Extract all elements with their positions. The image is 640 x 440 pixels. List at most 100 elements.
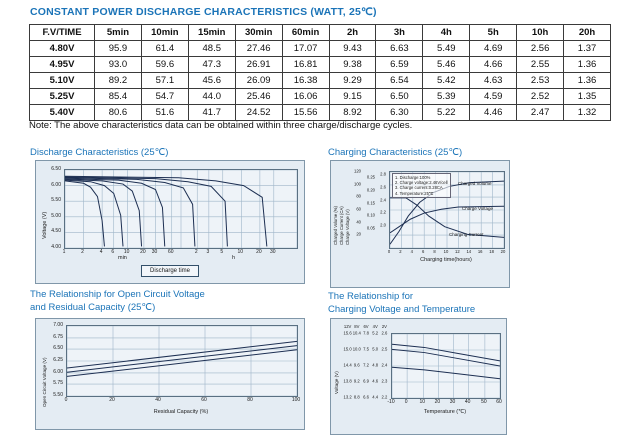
yscale-value: 2.4 — [381, 362, 388, 368]
tick-label: 6.75 — [53, 333, 63, 340]
tick-label: 6.50 — [51, 166, 61, 172]
table-header-cell: 10h — [516, 24, 565, 41]
chart-series — [65, 179, 142, 246]
tick-label: 7.00 — [53, 322, 63, 328]
tick-label: 2 — [399, 249, 402, 254]
table-cell: 54.7 — [140, 88, 189, 105]
tick-label: 120 — [354, 168, 361, 174]
table-cell: 16.38 — [281, 72, 330, 89]
table-cell: 1.36 — [563, 72, 611, 89]
tick-label: 5 — [220, 249, 224, 255]
table-cell: 5.40V — [29, 104, 95, 121]
tick-label: 20 — [109, 397, 115, 403]
tick-label: 5.75 — [53, 380, 63, 387]
table-cell: 17.07 — [281, 40, 330, 57]
tick-label: 10 — [237, 249, 244, 255]
tick-label: 0.20 — [366, 187, 375, 193]
tick-label: 4 — [99, 249, 103, 255]
table-cell: 24.52 — [234, 104, 283, 121]
table-header-cell: 5min — [94, 24, 142, 41]
tick-label: 80 — [247, 397, 253, 403]
tick-label: 2 — [81, 249, 84, 255]
table-header-cell: 2h — [328, 24, 377, 41]
ocv-chart-panel: Open Circuit Voltage (V) 7.00 6.75 6.50 6.2… — [35, 318, 305, 430]
tick-label: 5.00 — [51, 212, 61, 219]
tick-label: 40 — [464, 399, 471, 405]
tick-label: 0.25 — [366, 174, 375, 180]
table-header-cell: 60min — [281, 24, 330, 41]
charging-current-ticks: 0.25 0.20 0.15 0.10 0.05 — [362, 171, 376, 247]
table-row: 4.95V 93.0 59.6 47.3 26.91 16.81 9.38 6.59 5.46 4… — [29, 56, 611, 73]
table-header-cell: 3h — [375, 24, 424, 41]
list-item: 1. Discharge:100% — [395, 175, 431, 180]
table-cell: 4.95V — [29, 56, 95, 73]
charging-volume-ticks: 120 100 80 60 40 20 — [349, 168, 362, 247]
list-item: 2. Charge voltage:2.46V/cell — [395, 180, 448, 186]
table-cell: 44.0 — [187, 88, 236, 105]
table-cell: 4.80V — [29, 40, 95, 57]
table-cell: 5.10V — [29, 72, 95, 89]
charging-legend: 1. Discharge:100% 2. Charge voltage:2.46V… — [392, 173, 451, 198]
tick-label: 0 — [387, 249, 391, 254]
discharge-curves — [65, 170, 297, 248]
chart-series — [65, 180, 123, 246]
tick-label: 3 — [206, 249, 210, 255]
charge-voltage-curve-label: Charge Voltage — [462, 206, 494, 211]
tick-label: -10 — [387, 399, 395, 405]
table-cell: 9.38 — [328, 56, 377, 73]
tick-label: 100 — [354, 181, 361, 187]
ocv-section-title: The Relationship for Open Circuit Voltag… — [30, 288, 205, 314]
table-cell: 27.46 — [234, 40, 283, 57]
chart-series — [392, 367, 500, 379]
chart-series — [390, 198, 504, 238]
tick-label: 60 — [201, 397, 207, 403]
table-cell: 4.59 — [469, 88, 518, 105]
tick-label: 10 — [419, 399, 426, 405]
yscale-value: 2.3 — [381, 378, 388, 384]
table-cell: 89.2 — [94, 72, 142, 89]
table-cell: 4.46 — [469, 104, 518, 121]
tick-label: 30 — [270, 249, 276, 255]
cvt-section-title-line2: Charging Voltage and Temperature — [328, 304, 476, 315]
ocv-section-title-line2: and Residual Capacity (25℃) — [30, 302, 156, 313]
tick-label: 6 — [422, 249, 425, 254]
yscale-value: 6.6 — [363, 394, 369, 400]
table-cell: 2.56 — [516, 40, 565, 57]
table-header-cell: 10min — [140, 24, 189, 41]
table-cell: 9.29 — [328, 72, 377, 89]
tick-label: 14 — [466, 249, 472, 254]
list-item: 3. Charge current:0.28CA — [395, 185, 443, 191]
cvt-x-ticks: -10 0 10 20 30 40 50 60 — [387, 399, 501, 405]
table-cell: 2.52 — [516, 88, 565, 105]
yscale-value: 5.2 — [372, 330, 379, 336]
yscale-value: 4.8 — [372, 362, 379, 368]
tick-label: 20 — [500, 249, 506, 254]
yscale-row: 14.4 9.6 7.2 4.8 2.4 — [343, 363, 389, 368]
chart-series — [390, 206, 504, 233]
yscale-value: 15.6 — [343, 330, 352, 336]
yscale-value: 4.4 — [372, 394, 379, 400]
table-cell: 1.35 — [563, 88, 611, 105]
table-cell: 1.36 — [563, 56, 611, 73]
table-header-cell: F.V/TIME — [29, 24, 95, 41]
tick-label: 30 — [449, 399, 456, 405]
chart-series — [65, 177, 227, 246]
yscale-value: 2.2 — [381, 394, 388, 400]
tick-label: 10 — [443, 249, 449, 254]
charging-current-curve-label: Charging Current — [449, 232, 484, 237]
list-item: 2V — [381, 324, 387, 329]
chart-series — [392, 344, 500, 361]
yscale-value: 6.9 — [363, 378, 369, 384]
table-cell: 41.7 — [187, 104, 236, 121]
chart-series — [67, 346, 297, 373]
page-title: CONSTANT POWER DISCHARGE CHARACTERISTICS… — [30, 6, 377, 18]
tick-label: 100 — [291, 397, 301, 403]
chart-series — [67, 341, 297, 368]
list-item: 12V — [343, 324, 352, 329]
table-row: 5.25V 85.4 54.7 44.0 25.46 16.06 9.15 6.50 5.39 4… — [29, 88, 611, 105]
tick-label: 20 — [140, 249, 146, 255]
yscale-value: 2.5 — [381, 346, 388, 352]
cvt-section-title-line1: The Relationship for — [328, 291, 414, 302]
tick-label: 0.15 — [366, 200, 375, 206]
